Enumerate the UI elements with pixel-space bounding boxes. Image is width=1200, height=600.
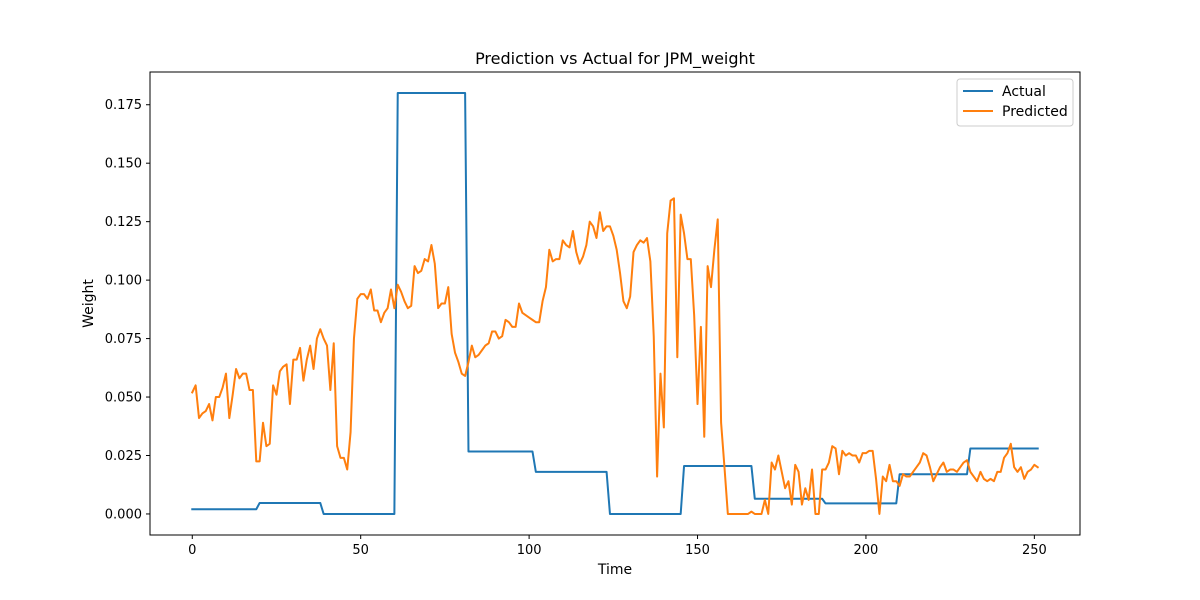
legend: Actual Predicted (956, 78, 1074, 127)
y-axis: 0.000 0.025 0.050 0.075 0.100 0.125 0.150 0.175 (105, 98, 150, 522)
series-layer (190, 92, 1040, 515)
x-tick-label: 0 (188, 543, 196, 558)
x-axis: 0 50 100 150 200 250 (188, 535, 1047, 558)
legend-label-actual: Actual (1002, 84, 1046, 100)
x-tick-label: 150 (685, 543, 710, 558)
legend-label-predicted: Predicted (1002, 104, 1068, 120)
y-axis-title: Weight (81, 279, 97, 328)
y-tick-label: 0.125 (105, 215, 142, 230)
y-tick-label: 0.100 (105, 274, 142, 289)
x-tick-label: 200 (854, 543, 879, 558)
series-line-predicted (190, 197, 1040, 515)
y-tick-label: 0.075 (105, 332, 142, 347)
x-tick-label: 100 (517, 543, 542, 558)
y-tick-label: 0.025 (105, 449, 142, 464)
y-tick-label: 0.050 (105, 391, 142, 406)
x-tick-label: 50 (352, 543, 369, 558)
y-tick-label: 0.175 (105, 98, 142, 113)
y-tick-label: 0.000 (105, 507, 142, 522)
chart-title: Prediction vs Actual for JPM_weight (475, 49, 755, 69)
series-line-actual (191, 92, 1039, 515)
x-axis-title: Time (597, 562, 632, 578)
y-tick-label: 0.150 (105, 157, 142, 172)
plot-frame (149, 71, 1081, 536)
x-tick-label: 250 (1022, 543, 1047, 558)
